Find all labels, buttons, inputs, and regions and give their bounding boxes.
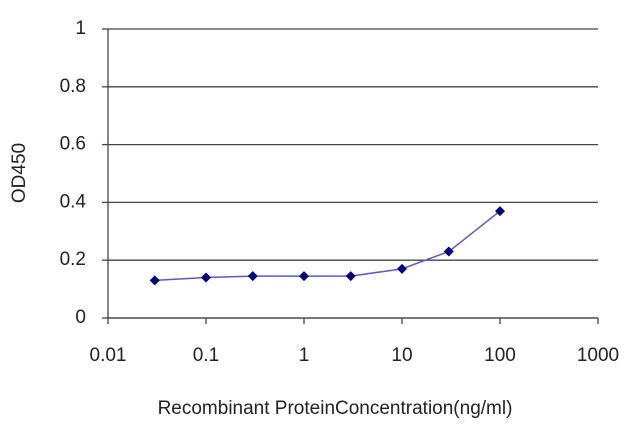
- data-point: [247, 271, 258, 282]
- data-point: [397, 263, 407, 274]
- data-point: [149, 275, 160, 286]
- x-tick-label: 10: [391, 345, 412, 366]
- x-axis-label: Recombinant ProteinConcentration(ng/ml): [158, 398, 513, 419]
- y-tick-label: 0.8: [60, 76, 86, 97]
- x-tick-label: 1: [299, 345, 310, 366]
- y-tick-label: 0.4: [60, 191, 87, 212]
- data-point: [495, 206, 505, 217]
- x-tick-label: 0.1: [193, 345, 219, 366]
- y-axis-label: OD450: [9, 143, 30, 203]
- x-tick-label: 100: [484, 345, 516, 366]
- data-point: [443, 246, 454, 257]
- data-line: [154, 210, 501, 282]
- data-point: [201, 272, 211, 283]
- y-tick-label: 1: [75, 18, 86, 39]
- data-point: [299, 271, 309, 282]
- data-point: [345, 271, 356, 282]
- y-tick-label: 0.2: [60, 249, 86, 270]
- y-tick-label: 0: [75, 307, 86, 328]
- x-tick-label: 0.01: [90, 345, 127, 366]
- x-tick-label: 1000: [577, 345, 619, 366]
- y-tick-label: 0.6: [60, 134, 86, 155]
